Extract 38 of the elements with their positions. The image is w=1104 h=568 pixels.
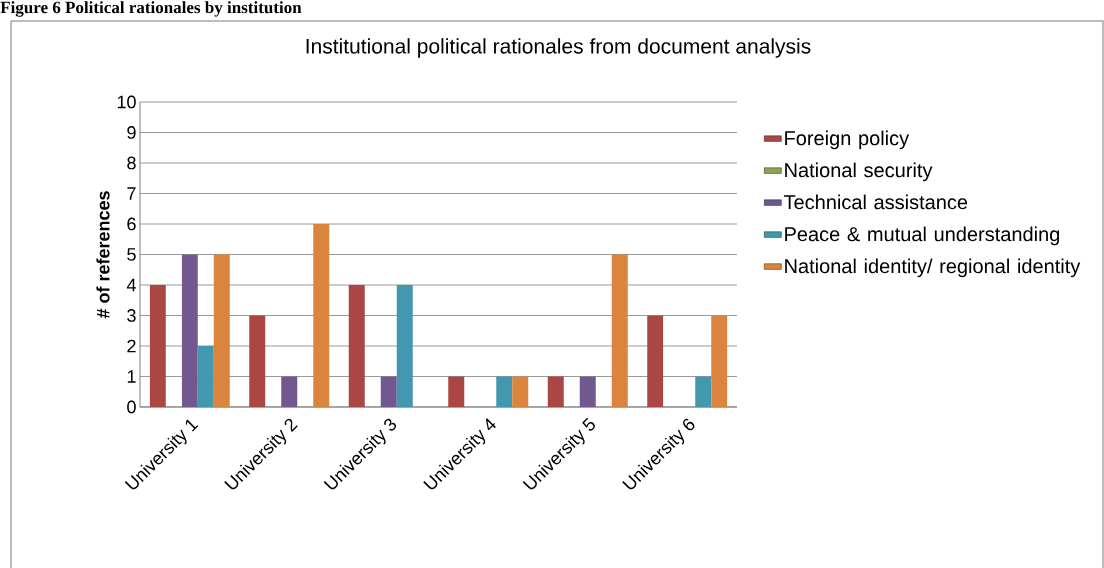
bar bbox=[611, 254, 628, 407]
bar bbox=[249, 315, 266, 407]
legend-label: National security bbox=[785, 162, 933, 182]
bar bbox=[512, 376, 529, 407]
bar bbox=[547, 376, 564, 407]
bar bbox=[579, 376, 596, 407]
legend-label: National identity/ regional identity bbox=[785, 258, 1081, 278]
bar bbox=[281, 376, 298, 407]
bar bbox=[181, 254, 198, 407]
caption: Figure 6 Political rationales by institution bbox=[0, 1, 302, 17]
bar bbox=[213, 254, 230, 407]
legend-label: Technical assistance bbox=[784, 194, 968, 210]
bar bbox=[647, 315, 664, 407]
y-tick-label: 10 bbox=[117, 95, 136, 109]
y-tick-label: 3 bbox=[127, 309, 136, 322]
bar bbox=[448, 376, 465, 407]
y-axis-title: # of references bbox=[96, 191, 110, 319]
legend-label: Foreign policy bbox=[785, 130, 910, 150]
bar bbox=[396, 285, 413, 407]
bar bbox=[149, 285, 166, 407]
y-tick-label: 6 bbox=[127, 217, 136, 231]
bar bbox=[496, 376, 513, 407]
bar bbox=[380, 376, 397, 407]
y-tick-label: 8 bbox=[127, 156, 136, 170]
chart-title: Institutional political rationales from document analysis bbox=[306, 38, 811, 58]
bar bbox=[313, 224, 330, 407]
y-tick-label: 5 bbox=[127, 248, 136, 261]
y-tick-label: 0 bbox=[127, 400, 136, 414]
bar bbox=[197, 346, 214, 407]
y-tick-label: 2 bbox=[127, 339, 136, 353]
y-tick-label: 9 bbox=[127, 126, 136, 139]
y-tick-label: 1 bbox=[127, 370, 136, 383]
y-tick-label: 4 bbox=[126, 278, 136, 292]
bar bbox=[695, 376, 712, 407]
bar bbox=[348, 285, 365, 407]
legend-label: Peace & mutual understanding bbox=[785, 226, 1060, 246]
y-tick-label: 7 bbox=[127, 187, 136, 200]
bar bbox=[711, 315, 728, 407]
